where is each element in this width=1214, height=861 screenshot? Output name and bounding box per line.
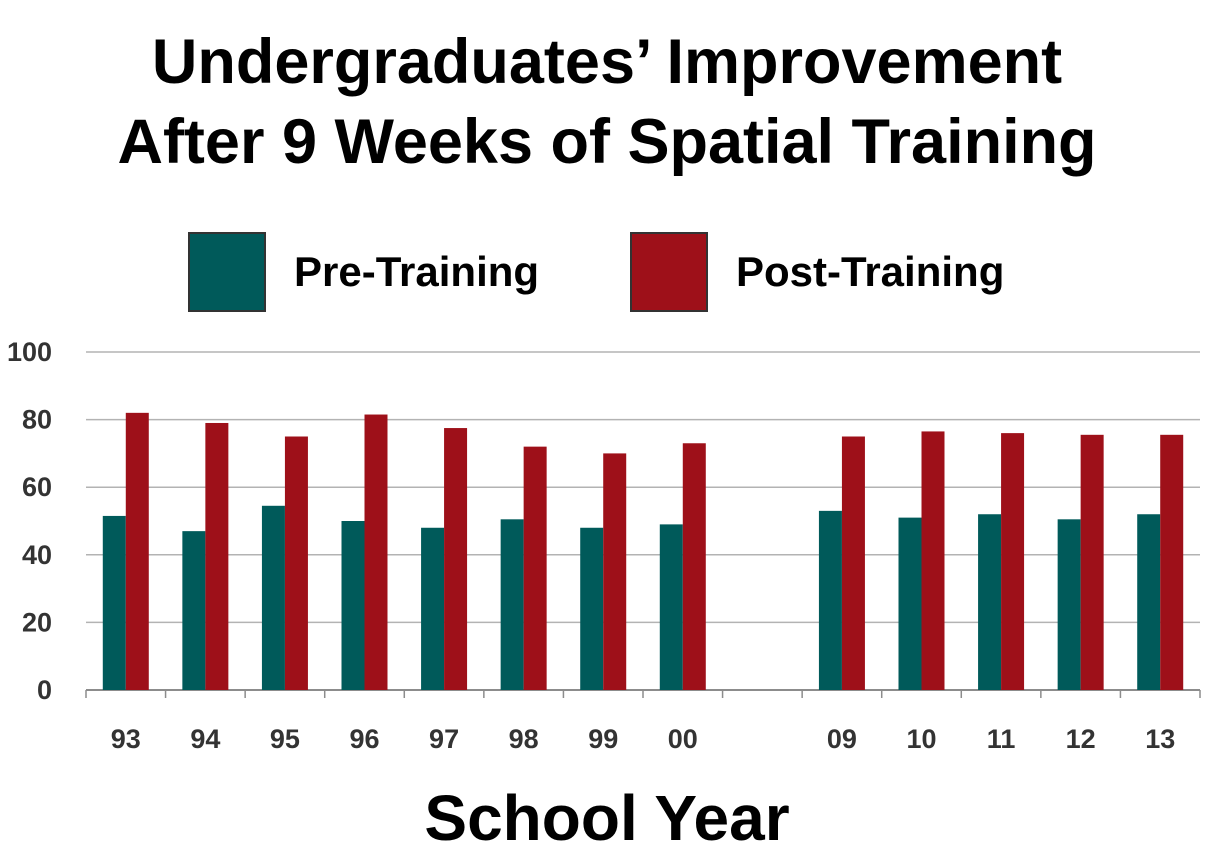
- chart-title: Undergraduates’ Improvement After 9 Week…: [0, 22, 1214, 182]
- bar-pre-training-99: [580, 527, 604, 690]
- bar-pre-training-10: [898, 517, 922, 690]
- bar-post-training-00: [682, 443, 706, 690]
- bar-pre-training-13: [1137, 514, 1161, 690]
- bar-post-training-93: [125, 412, 149, 690]
- bar-post-training-10: [921, 431, 945, 690]
- chart-legend: Pre-Training Post-Training: [0, 232, 1214, 316]
- bar-post-training-12: [1080, 434, 1104, 690]
- chart-title-line-2: After 9 Weeks of Spatial Training: [117, 107, 1097, 177]
- x-tick-label: 11: [987, 724, 1016, 754]
- chart-title-line-1: Undergraduates’ Improvement: [151, 27, 1063, 97]
- bar-post-training-11: [1001, 433, 1025, 690]
- bar-post-training-96: [364, 414, 388, 690]
- x-tick-label: 13: [1145, 724, 1175, 754]
- bar-post-training-95: [284, 436, 308, 690]
- legend-swatch-pre-training: [188, 232, 266, 312]
- x-tick-label: 94: [190, 724, 220, 754]
- bar-pre-training-98: [500, 519, 524, 690]
- bar-pre-training-96: [341, 521, 365, 690]
- bar-pre-training-94: [182, 531, 206, 690]
- bar-pre-training-11: [978, 514, 1002, 690]
- x-tick-label: 00: [668, 724, 698, 754]
- y-tick-label: 100: [7, 337, 52, 367]
- y-tick-label: 0: [37, 675, 52, 705]
- x-tick-label: 10: [906, 724, 936, 754]
- bar-post-training-94: [205, 422, 229, 690]
- x-tick-label: 09: [827, 724, 857, 754]
- x-tick-label: 93: [111, 724, 141, 754]
- y-tick-label: 20: [22, 607, 52, 637]
- x-tick-label: 99: [588, 724, 618, 754]
- bar-pre-training-93: [102, 515, 126, 690]
- x-tick-label: 97: [429, 724, 459, 754]
- bar-chart: 0 20 40 60 80 100 93 94 95 96 97 98 99 00 09 10 11 12 13: [7, 337, 1201, 754]
- bar-post-training-13: [1160, 434, 1184, 690]
- bar-pre-training-00: [659, 524, 683, 690]
- y-tick-label: 80: [22, 405, 52, 435]
- bar-pre-training-09: [818, 510, 842, 690]
- legend-label-pre-training: Pre-Training: [294, 248, 540, 295]
- x-tick-label: 98: [509, 724, 539, 754]
- legend-swatch-post-training: [630, 232, 708, 312]
- y-tick-label: 40: [22, 540, 52, 570]
- legend-label-post-training: Post-Training: [736, 248, 1005, 295]
- y-tick-label: 60: [22, 472, 52, 502]
- x-tick-label: 95: [270, 724, 300, 754]
- bar-post-training-97: [444, 428, 468, 690]
- x-tick-label: 96: [349, 724, 379, 754]
- bar-post-training-98: [523, 446, 547, 690]
- bar-pre-training-12: [1057, 519, 1081, 690]
- bar-post-training-09: [841, 436, 865, 690]
- x-axis-label: School Year: [424, 782, 790, 854]
- bar-pre-training-97: [421, 527, 445, 690]
- bar-post-training-99: [603, 453, 627, 690]
- x-tick-label: 12: [1066, 724, 1096, 754]
- bar-pre-training-95: [261, 505, 285, 690]
